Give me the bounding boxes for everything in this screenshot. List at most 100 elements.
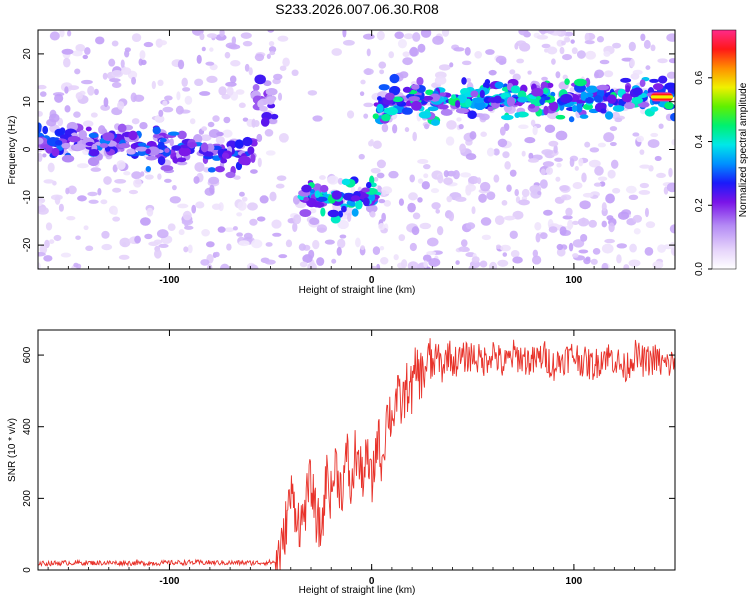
spectrogram-cell [193, 134, 203, 144]
spectrogram-cell [666, 71, 675, 79]
spectrogram-cell [506, 184, 512, 193]
spectrogram-y-axis-title: Frequency (Hz) [7, 116, 18, 185]
spectrogram-cell [201, 46, 206, 52]
spectrogram-cell [531, 255, 542, 265]
colorbar-title: Normalized spectral amplitude [738, 82, 749, 217]
spectrogram-cell [140, 217, 151, 226]
spectrogram-cell [594, 166, 604, 176]
spectrogram-cell [48, 113, 60, 123]
spectrogram-cell [114, 178, 127, 184]
spectrogram-cell [527, 158, 539, 163]
spectrogram-cell [503, 215, 516, 221]
spectrogram-cell [43, 179, 55, 184]
spectrogram-cell [259, 195, 269, 204]
spectrogram-cell [664, 101, 674, 110]
spectrogram-cell [363, 33, 375, 40]
spectrogram-cell [230, 60, 241, 67]
spectrogram-cell [654, 155, 662, 162]
spectrogram-cell [439, 97, 445, 103]
spectrogram-cell [118, 254, 130, 260]
spectrogram-cell [548, 140, 559, 147]
spectrogram-cell [126, 148, 135, 155]
spectrogram-cell [360, 79, 366, 85]
spectrogram-cell [419, 222, 432, 230]
spectrogram-cell [225, 81, 237, 87]
spectrogram-cell [556, 243, 564, 251]
spectrogram-cell [307, 90, 318, 96]
spectrogram-cell [97, 188, 102, 196]
spectrogram-cell [486, 191, 496, 200]
spectrogram-cell [243, 232, 253, 240]
spectrogram-cell [418, 111, 432, 119]
spectrogram-cell [465, 184, 476, 192]
spectrogram-cell [493, 174, 500, 183]
spectrogram-cell [90, 167, 102, 172]
spectrogram-cell [527, 70, 532, 75]
spectrogram-cell [257, 99, 264, 108]
spectrogram-cell [38, 110, 43, 117]
spectrogram-cell [101, 243, 113, 251]
spectrogram-cell [632, 214, 642, 223]
spectrogram-cell [458, 123, 464, 130]
spectrogram-cell [85, 245, 94, 251]
spectrogram-cell [502, 151, 510, 159]
spectrogram-cell [247, 202, 258, 211]
spectrogram-cell [206, 75, 218, 84]
spectrogram-cell [572, 253, 579, 258]
spectrogram-cell [327, 209, 340, 218]
spectrogram-cell [555, 114, 566, 120]
spectrogram-cell [54, 195, 61, 205]
spectrogram-cell [652, 83, 664, 91]
spectrogram-cell [373, 176, 379, 182]
spectrogram-cell [455, 100, 461, 108]
spectrogram-cell [464, 47, 471, 56]
spectrogram-cell [158, 109, 164, 117]
spectrogram-cell [479, 113, 490, 121]
spectrogram-cell [277, 35, 289, 42]
spectrogram-cell [256, 133, 263, 143]
spectrogram-cell [570, 39, 575, 44]
spectrogram-cell [42, 125, 49, 135]
spectrogram-cell [426, 237, 439, 247]
spectrogram-cell [43, 255, 53, 262]
spectrogram-cell [154, 114, 165, 123]
spectrogram-cell [279, 65, 287, 71]
spectrogram-cell [100, 104, 111, 111]
spectrogram-cell [343, 193, 354, 201]
spectrogram-cell [601, 202, 607, 212]
spectrogram-cell [131, 171, 142, 180]
spectrogram-cell [401, 259, 408, 269]
spectrogram-cell [672, 249, 675, 255]
spectrogram-cell [585, 85, 599, 93]
spectrogram-cell [58, 203, 64, 212]
spectrogram-cell [579, 200, 591, 210]
spectrogram-cell [430, 188, 440, 194]
colorbar: 0.0 0.2 0.4 0.6 Normalized spectral amplitu… [694, 29, 749, 276]
spectrogram-cell [298, 243, 306, 251]
spectrogram-cell [312, 115, 323, 122]
spectrogram-cell [157, 173, 162, 180]
spectrogram-cell [250, 153, 256, 163]
spectrogram-cell [541, 76, 548, 81]
spectrogram-cell [146, 207, 154, 217]
spectrogram-cell [537, 190, 542, 196]
spectrogram-cell [616, 254, 622, 264]
spectrogram-cell [645, 221, 656, 229]
spectrogram-cell [285, 239, 293, 248]
spectrogram-cell [477, 177, 482, 185]
spectrogram-cell [434, 76, 447, 85]
spectrogram-cell [560, 93, 573, 104]
spectrogram-cell [66, 215, 76, 221]
spectrogram-cell [49, 31, 60, 41]
spectrogram-cell [215, 166, 225, 173]
spectrogram-cell [38, 152, 43, 163]
spectrogram-cell [499, 244, 511, 252]
spectrogram-cell [412, 32, 421, 42]
spectrogram-cell [667, 87, 675, 93]
spectrogram-cell [531, 87, 544, 97]
colorbar-tick-label: 0.2 [694, 198, 705, 212]
spectrogram-cell [403, 33, 414, 40]
spectrogram-cell [208, 176, 220, 185]
snr-x-tick-label: -100 [159, 576, 179, 587]
spectrogram-cell [38, 201, 43, 207]
